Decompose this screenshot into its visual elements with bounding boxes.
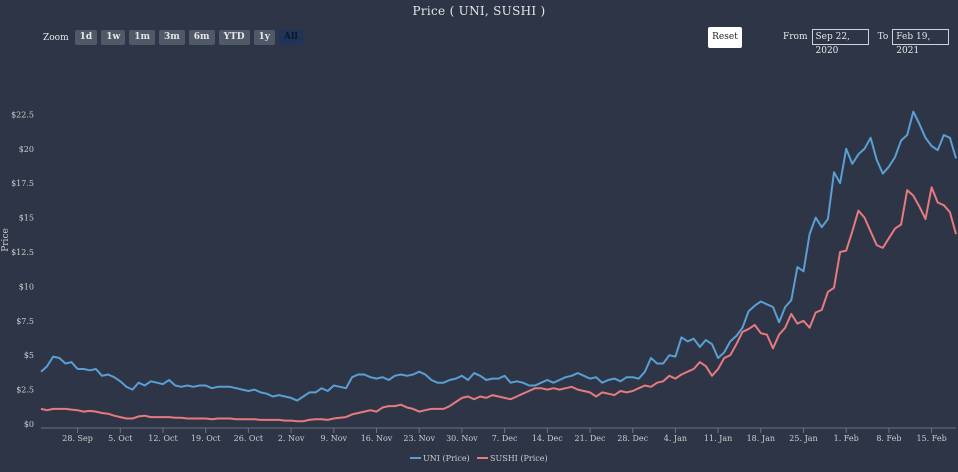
x-tick-label: 15. Feb (916, 434, 946, 443)
zoom-button-1w[interactable]: 1w (101, 30, 126, 45)
x-tick-label: 1. Feb (834, 434, 859, 443)
x-tick-label: 8. Feb (876, 434, 901, 443)
to-label: To (877, 32, 889, 42)
y-tick-label: $15 (19, 214, 34, 223)
from-date-input[interactable]: Sep 22, 2020 (811, 29, 869, 56)
to-date-input[interactable]: Feb 19, 2021 (892, 29, 949, 56)
zoom-button-1y[interactable]: 1y (253, 30, 276, 45)
x-tick-label: 14. Dec (532, 434, 563, 443)
series-group (40, 110, 957, 423)
zoom-button-1m[interactable]: 1m (129, 30, 155, 45)
zoom-button-ytd[interactable]: YTD (218, 30, 250, 45)
legend-item-sushi[interactable]: SUSHI (Price) (477, 454, 548, 463)
x-tick-label: 21. Dec (575, 434, 606, 443)
zoom-bar: Zoom 1d 1w 1m 3m 6m YTD 1y All (43, 30, 303, 45)
x-tick-label: 7. Dec (492, 434, 518, 443)
y-tick-label: $10 (19, 282, 34, 291)
y-tick-label: $0 (24, 420, 34, 429)
x-tick-label: 11. Jan (704, 434, 732, 443)
x-tick-label: 28. Dec (617, 434, 648, 443)
y-tick-label: $22.5 (11, 110, 34, 119)
x-axis: 28. Sep 5. Oct 12. Oct 19. Oct 26. Oct 2. Nov… (41, 427, 956, 443)
reset-button[interactable]: Reset (708, 27, 742, 48)
zoom-label: Zoom (43, 32, 69, 43)
y-tick-label: $17.5 (11, 179, 34, 188)
x-tick-label: 28. Sep (62, 434, 93, 443)
x-tick-label: 26. Oct (234, 434, 264, 443)
x-tick-label: 16. Nov (361, 434, 393, 443)
series-line-sushi[interactable] (40, 186, 957, 423)
chart-title: Price ( UNI, SUSHI ) (412, 4, 546, 18)
y-tick-label: $2.5 (16, 386, 34, 395)
x-tick-label: 2. Nov (278, 434, 305, 443)
legend-label: UNI (Price) (423, 454, 470, 463)
y-axis-title: Price (1, 228, 11, 252)
x-tick-label: 18. Jan (747, 434, 775, 443)
y-tick-label: $12.5 (11, 248, 34, 257)
x-tick-label: 30. Nov (446, 434, 478, 443)
legend: UNI (Price) SUSHI (Price) (410, 454, 548, 463)
series-line-uni[interactable] (40, 110, 957, 402)
zoom-button-1d[interactable]: 1d (74, 30, 98, 45)
x-tick-label: 23. Nov (403, 434, 435, 443)
x-tick-label: 9. Nov (321, 434, 348, 443)
x-tick-label: 25. Jan (789, 434, 817, 443)
zoom-button-3m[interactable]: 3m (159, 30, 185, 45)
y-axis: $0 $2.5 $5 $7.5 $10 $12.5 $15 $17.5 $20 $22.5 (11, 110, 34, 429)
from-label: From (783, 32, 808, 42)
x-tick-label: 5. Oct (108, 434, 133, 443)
zoom-button-6m[interactable]: 6m (188, 30, 215, 45)
legend-item-uni[interactable]: UNI (Price) (410, 454, 470, 463)
legend-label: SUSHI (Price) (490, 454, 548, 463)
x-tick-label: 4. Jan (664, 434, 687, 443)
x-tick-label: 12. Oct (148, 434, 178, 443)
zoom-button-all[interactable]: All (279, 30, 303, 45)
y-tick-label: $7.5 (16, 317, 34, 326)
y-tick-label: $5 (24, 351, 34, 360)
x-tick-label: 19. Oct (191, 434, 221, 443)
date-range-selector: From Sep 22, 2020 To Feb 19, 2021 (783, 29, 958, 56)
y-tick-label: $20 (19, 145, 34, 154)
